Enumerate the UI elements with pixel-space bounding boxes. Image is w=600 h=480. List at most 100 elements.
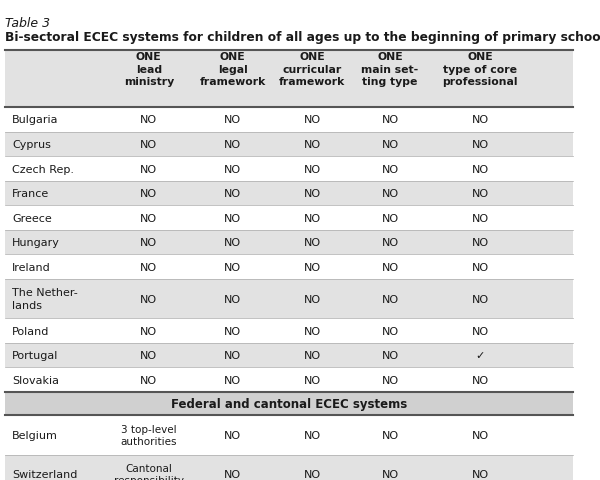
Text: NO: NO — [140, 375, 157, 385]
Bar — [5, 157, 573, 181]
Text: ONE
lead
ministry: ONE lead ministry — [124, 52, 174, 87]
Text: NO: NO — [140, 164, 157, 174]
Text: NO: NO — [304, 350, 320, 360]
Text: NO: NO — [382, 262, 398, 272]
Text: NO: NO — [472, 115, 488, 125]
Text: NO: NO — [382, 213, 398, 223]
Text: Federal and cantonal ECEC systems: Federal and cantonal ECEC systems — [171, 397, 407, 410]
Text: ✓: ✓ — [475, 350, 485, 360]
Text: NO: NO — [224, 213, 241, 223]
Text: NO: NO — [382, 294, 398, 304]
Text: 3 top-level
authorities: 3 top-level authorities — [121, 424, 177, 446]
Text: NO: NO — [304, 430, 320, 440]
Text: Switzerland: Switzerland — [12, 469, 77, 479]
Text: NO: NO — [472, 326, 488, 336]
Text: NO: NO — [382, 164, 398, 174]
Text: NO: NO — [140, 238, 157, 248]
Text: NO: NO — [224, 375, 241, 385]
Text: NO: NO — [140, 140, 157, 150]
Text: NO: NO — [304, 164, 320, 174]
Text: NO: NO — [304, 238, 320, 248]
Text: NO: NO — [304, 375, 320, 385]
Text: NO: NO — [382, 350, 398, 360]
Text: ONE
curricular
framework: ONE curricular framework — [279, 52, 345, 87]
Text: NO: NO — [472, 189, 488, 199]
Text: Cyprus: Cyprus — [12, 140, 51, 150]
Text: NO: NO — [140, 189, 157, 199]
Text: NO: NO — [304, 140, 320, 150]
Text: NO: NO — [472, 375, 488, 385]
Text: ONE
legal
framework: ONE legal framework — [200, 52, 266, 87]
Text: NO: NO — [382, 326, 398, 336]
Text: NO: NO — [304, 115, 320, 125]
Text: NO: NO — [472, 430, 488, 440]
Text: NO: NO — [224, 140, 241, 150]
Text: NO: NO — [304, 213, 320, 223]
Bar — [5, 255, 573, 279]
Text: NO: NO — [224, 115, 241, 125]
Text: NO: NO — [382, 189, 398, 199]
Text: Greece: Greece — [12, 213, 52, 223]
Text: NO: NO — [382, 375, 398, 385]
Text: Ireland: Ireland — [12, 262, 51, 272]
Text: NO: NO — [472, 469, 488, 479]
Bar — [5, 368, 573, 392]
Bar — [5, 132, 573, 157]
Bar — [5, 392, 573, 415]
Text: NO: NO — [140, 326, 157, 336]
Text: NO: NO — [382, 140, 398, 150]
Text: Table 3: Table 3 — [5, 17, 50, 30]
Text: Czech Rep.: Czech Rep. — [12, 164, 74, 174]
Text: NO: NO — [140, 115, 157, 125]
Bar — [5, 230, 573, 255]
Text: NO: NO — [224, 164, 241, 174]
Text: NO: NO — [224, 350, 241, 360]
Text: NO: NO — [224, 262, 241, 272]
Text: NO: NO — [472, 213, 488, 223]
Text: NO: NO — [224, 294, 241, 304]
Text: NO: NO — [472, 238, 488, 248]
Bar — [5, 206, 573, 230]
Text: Bulgaria: Bulgaria — [12, 115, 59, 125]
Bar — [5, 279, 573, 319]
Text: ONE
main set-
ting type: ONE main set- ting type — [361, 52, 419, 87]
Text: NO: NO — [304, 262, 320, 272]
Text: NO: NO — [140, 262, 157, 272]
Text: Belgium: Belgium — [12, 430, 58, 440]
Text: The Nether-
lands: The Nether- lands — [12, 288, 78, 310]
Bar — [5, 343, 573, 368]
Text: NO: NO — [304, 326, 320, 336]
Text: NO: NO — [472, 262, 488, 272]
Bar — [5, 415, 573, 455]
Text: NO: NO — [472, 164, 488, 174]
Text: Hungary: Hungary — [12, 238, 60, 248]
Text: Slovakia: Slovakia — [12, 375, 59, 385]
Text: NO: NO — [472, 294, 488, 304]
Text: NO: NO — [140, 213, 157, 223]
Text: NO: NO — [472, 140, 488, 150]
Text: NO: NO — [224, 469, 241, 479]
Text: NO: NO — [304, 294, 320, 304]
Text: NO: NO — [382, 469, 398, 479]
Text: NO: NO — [140, 294, 157, 304]
Bar — [5, 108, 573, 132]
Bar — [5, 455, 573, 480]
Text: NO: NO — [224, 430, 241, 440]
Text: Bi-sectoral ECEC systems for children of all ages up to the beginning of primary: Bi-sectoral ECEC systems for children of… — [5, 31, 600, 44]
Text: France: France — [12, 189, 49, 199]
Text: NO: NO — [304, 189, 320, 199]
Text: NO: NO — [224, 189, 241, 199]
Bar — [5, 319, 573, 343]
Text: NO: NO — [382, 430, 398, 440]
Text: NO: NO — [382, 115, 398, 125]
Bar — [5, 181, 573, 206]
Text: NO: NO — [140, 350, 157, 360]
Text: Poland: Poland — [12, 326, 49, 336]
Text: NO: NO — [382, 238, 398, 248]
Text: NO: NO — [224, 326, 241, 336]
Text: Portugal: Portugal — [12, 350, 58, 360]
Text: Cantonal
responsibility: Cantonal responsibility — [114, 463, 184, 480]
Bar — [5, 50, 573, 108]
Text: NO: NO — [224, 238, 241, 248]
Text: NO: NO — [304, 469, 320, 479]
